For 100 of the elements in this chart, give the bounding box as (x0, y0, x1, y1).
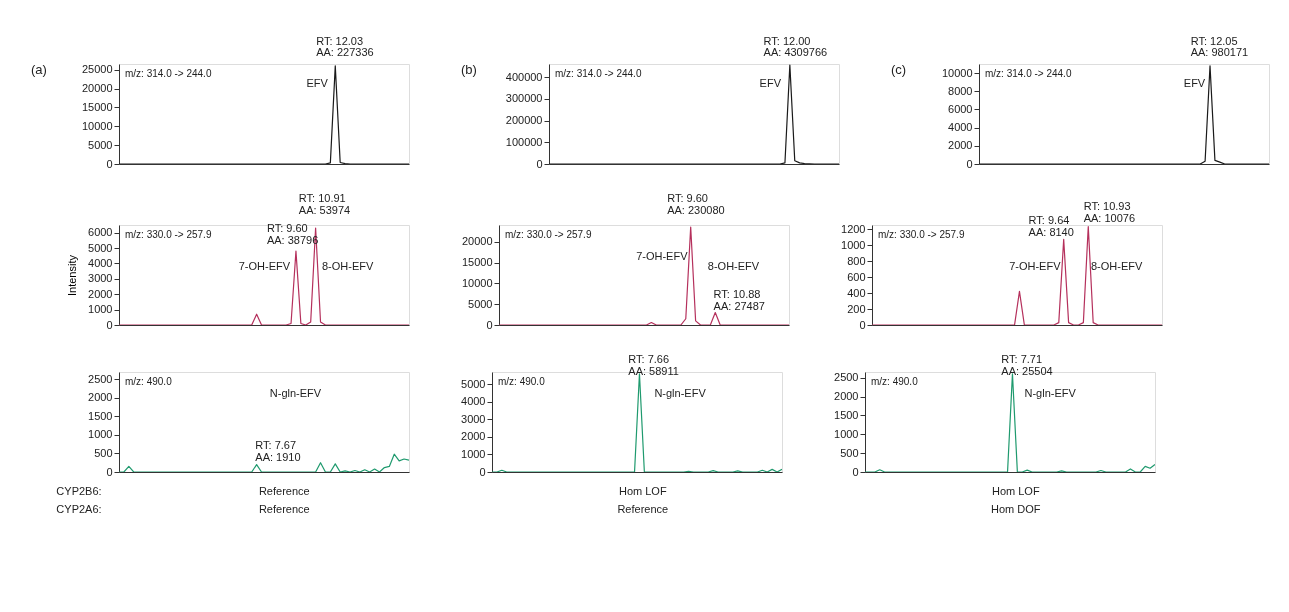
y-tick-label: 100000 (505, 135, 543, 148)
annotation: 8-OH-EFV (707, 260, 760, 272)
text: AA: 980171 (1190, 46, 1249, 58)
annotation: AA: 27487 (713, 300, 765, 312)
y-tick-label: 400000 (505, 70, 543, 83)
y-tick-label: 10000 (81, 119, 113, 132)
chart-subtitle: m/z: 314.0 -> 244.0 (985, 68, 1072, 79)
annotation: AA: 25504 (1001, 365, 1053, 377)
y-tick-label: 2500 (88, 372, 113, 385)
text: Hom LOF (618, 485, 667, 497)
annotation: AA: 1910 (255, 451, 301, 463)
annotation: N-gln-EFV (654, 387, 707, 399)
annotation: 8-OH-EFV (322, 260, 374, 272)
chart-subtitle: m/z: 490.0 (125, 376, 173, 387)
y-tick-label: 4000 (88, 256, 113, 269)
y-tick-label: 1000 (461, 447, 486, 460)
y-tick-label: 15000 (81, 100, 113, 113)
text: RT: 10.91 (298, 192, 346, 204)
annotation: EFV (306, 77, 329, 89)
text: RT: 12.05 (1190, 35, 1238, 47)
y-tick-label: 1500 (834, 408, 859, 421)
y-tick-label: 0 (106, 157, 113, 170)
y-tick-label: 6000 (948, 102, 973, 115)
annotation: EFV (759, 77, 782, 89)
y-tick-label: 10000 (461, 276, 493, 289)
text: CYP2B6: (56, 485, 102, 497)
y-tick-label: 0 (536, 157, 543, 170)
y-tick-label: 800 (847, 254, 866, 267)
annotation: EFV (1183, 77, 1206, 89)
chart-subtitle: m/z: 314.0 -> 244.0 (555, 68, 642, 79)
text: RT: 12.00 (763, 35, 811, 47)
y-tick-label: 400 (847, 286, 866, 299)
annotation: RT: 9.60 (266, 222, 308, 234)
y-tick-label: 0 (966, 157, 973, 170)
annotation: RT: 9.64 (1028, 214, 1070, 226)
y-tick-label: 0 (106, 465, 113, 478)
chart-title: (a) (31, 62, 47, 77)
text: Hom DOF (991, 503, 1041, 515)
y-tick-label: 0 (859, 318, 866, 331)
y-tick-label: 2000 (88, 391, 113, 404)
y-tick-label: 500 (840, 446, 859, 459)
y-tick-label: 0 (852, 465, 859, 478)
chart-subtitle: m/z: 330.0 -> 257.9 (505, 229, 592, 240)
y-tick-label: 0 (106, 318, 113, 331)
text: CYP2A6: (56, 503, 102, 515)
chart-subtitle: m/z: 490.0 (498, 376, 546, 387)
y-tick-label: 500 (94, 446, 113, 459)
annotation: N-gln-EFV (1024, 387, 1077, 399)
y-tick-label: 600 (847, 270, 866, 283)
text: RT: 7.71 (1001, 353, 1043, 365)
chart-subtitle: m/z: 330.0 -> 257.9 (878, 229, 965, 240)
y-tick-label: 2000 (88, 287, 113, 300)
chart-subtitle: m/z: 490.0 (871, 376, 919, 387)
y-tick-label: 3000 (461, 412, 486, 425)
y-tick-label: 200000 (505, 114, 543, 127)
y-tick-label: 1000 (88, 428, 113, 441)
annotation: 8-OH-EFV (1090, 260, 1143, 272)
text: RT: 12.03 (316, 35, 364, 47)
text: RT: 10.93 (1083, 200, 1131, 212)
text: AA: 10076 (1083, 212, 1136, 224)
annotation: 7-OH-EFV (1009, 260, 1062, 272)
text: Reference (617, 503, 669, 515)
chart-title: (c) (891, 62, 907, 77)
y-tick-label: 2000 (834, 390, 859, 403)
text: RT: 7.66 (628, 353, 670, 365)
annotation: AA: 58911 (628, 365, 679, 377)
chart-subtitle: m/z: 314.0 -> 244.0 (125, 68, 212, 79)
text: RT: 9.60 (667, 192, 708, 204)
text: AA: 4309766 (763, 46, 828, 58)
y-tick-label: 1500 (88, 409, 113, 422)
y-tick-label: 25000 (81, 63, 113, 76)
y-tick-label: 15000 (461, 256, 493, 268)
text: Reference (258, 503, 310, 515)
text: AA: 53974 (298, 204, 351, 216)
annotation: AA: 8140 (1028, 226, 1074, 238)
y-axis-title: Intensity (66, 254, 79, 296)
y-tick-label: 5000 (461, 377, 486, 390)
y-tick-label: 1000 (88, 303, 113, 316)
annotation: N-gln-EFV (269, 387, 322, 399)
y-tick-label: 6000 (88, 226, 113, 239)
y-tick-label: 10000 (941, 66, 973, 79)
y-tick-label: 4000 (461, 395, 486, 408)
y-tick-label: 0 (486, 318, 493, 331)
y-tick-label: 0 (479, 465, 486, 478)
y-tick-label: 5000 (88, 241, 113, 254)
annotation: RT: 10.88 (713, 288, 761, 300)
y-tick-label: 200 (847, 302, 866, 315)
y-tick-label: 20000 (461, 235, 493, 248)
y-tick-label: 20000 (81, 82, 113, 95)
annotation: 7-OH-EFV (238, 260, 291, 272)
y-tick-label: 1200 (841, 222, 866, 235)
text: Hom LOF (991, 485, 1040, 497)
text: AA: 230080 (667, 204, 725, 216)
y-tick-label: 2000 (948, 139, 973, 152)
y-tick-label: 5000 (88, 138, 113, 151)
y-tick-label: 300000 (505, 92, 543, 105)
y-tick-label: 8000 (948, 84, 973, 97)
y-tick-label: 5000 (468, 297, 493, 310)
chart-subtitle: m/z: 330.0 -> 257.9 (125, 229, 212, 240)
y-tick-label: 2000 (461, 430, 486, 443)
